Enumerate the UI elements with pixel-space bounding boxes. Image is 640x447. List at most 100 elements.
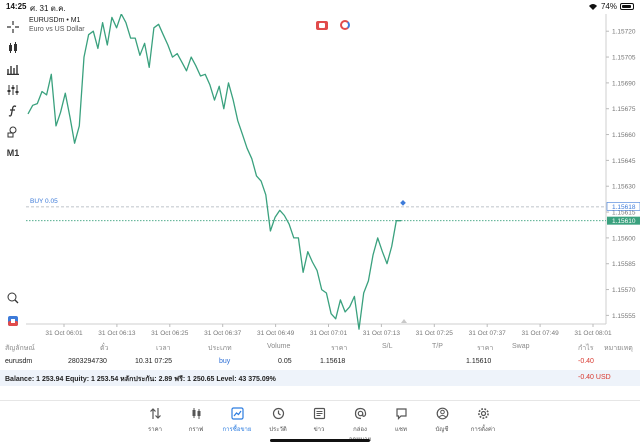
- search-icon[interactable]: [4, 289, 22, 307]
- trade-level-label: BUY 0.05: [30, 198, 58, 205]
- chart-header: EURUSDm • M1 Euro vs US Dollar: [29, 16, 85, 34]
- x-tick-label: 31 Oct 06:13: [98, 330, 136, 337]
- one-click-toggle-button[interactable]: [340, 20, 350, 30]
- y-tick-label: 1.15570: [612, 287, 636, 294]
- y-tick-label: 1.15630: [612, 184, 636, 191]
- quotes-icon: [149, 408, 161, 419]
- current-time-marker: [401, 319, 407, 323]
- news-icon: [313, 407, 325, 420]
- y-tick-label: 1.15705: [612, 55, 636, 62]
- indicators-icon[interactable]: [4, 81, 22, 99]
- y-tick-label: 1.15675: [612, 106, 636, 113]
- header-current-price: ราคา: [477, 345, 494, 352]
- header-tp: T/P: [432, 343, 443, 350]
- tab-settings[interactable]: การตั้งค่า: [465, 407, 501, 434]
- tab-account[interactable]: บัญชี: [424, 407, 460, 434]
- y-tick-label: 1.15720: [612, 29, 636, 36]
- tab-chat[interactable]: แชท: [383, 407, 419, 434]
- x-tick-label: 31 Oct 07:37: [469, 330, 507, 337]
- tab-label: ประวัติ: [269, 427, 287, 433]
- x-tick-label: 31 Oct 06:49: [257, 330, 295, 337]
- x-tick-label: 31 Oct 06:01: [45, 330, 83, 337]
- tab-label: บัญชี: [435, 427, 449, 433]
- y-tick-label: 1.15645: [612, 158, 636, 165]
- trade-icon: [230, 407, 244, 420]
- y-tick-label: 1.15555: [612, 313, 636, 320]
- header-time: เวลา: [156, 345, 171, 352]
- tab-news[interactable]: ข่าว: [301, 407, 337, 434]
- wifi-icon: [588, 3, 597, 10]
- settings-icon: [477, 408, 489, 419]
- status-time: 14:25: [6, 2, 27, 11]
- row-price: 1.15618: [320, 358, 346, 365]
- tab-label: กราฟ: [188, 427, 204, 433]
- header-ticket: ตั๋ว: [100, 345, 109, 352]
- x-tick-label: 31 Oct 07:49: [521, 330, 559, 337]
- chat-icon: [395, 408, 407, 420]
- price-chart[interactable]: 1.15720 1.15705 1.15690 1.15675 1.15660 1.156…: [26, 14, 640, 344]
- bid-price-box: [607, 216, 640, 225]
- row-profit: -0.40: [578, 358, 594, 365]
- bid-price-label: 1.15610: [612, 218, 636, 225]
- row-volume: 0.05: [278, 358, 292, 365]
- status-right: 74%: [588, 2, 634, 11]
- balance-text: Balance: 1 253.94 Equity: 1 253.54 หลักป…: [5, 376, 276, 383]
- row-ticket: 2803294730: [68, 358, 107, 365]
- trade-table: สัญลักษณ์ ตั๋ว เวลา ประเภท Volume ราคา S…: [0, 341, 640, 386]
- total-profit: -0.40 USD: [578, 374, 611, 381]
- tab-label: แชท: [395, 427, 407, 433]
- battery-percent: 74%: [600, 2, 617, 11]
- battery-icon: [620, 3, 634, 10]
- one-click-trading-icon[interactable]: [4, 312, 22, 330]
- ask-price-label: 1.15618: [612, 204, 636, 211]
- price-line: [27, 14, 401, 330]
- shapes-icon[interactable]: [4, 123, 22, 141]
- tab-chart[interactable]: กราฟ: [178, 407, 214, 434]
- tab-trade[interactable]: การซื้อขาย: [219, 407, 255, 434]
- status-date: ศ. 31 ต.ค.: [30, 4, 66, 13]
- trade-panel-button[interactable]: [316, 21, 328, 30]
- crosshair-icon[interactable]: [4, 18, 22, 36]
- function-icon[interactable]: [4, 102, 22, 120]
- header-type: ประเภท: [208, 345, 232, 352]
- table-header: สัญลักษณ์ ตั๋ว เวลา ประเภท Volume ราคา S…: [0, 341, 640, 353]
- home-indicator: [270, 439, 370, 442]
- bars-icon[interactable]: [4, 60, 22, 78]
- tab-label: ข่าว: [313, 427, 325, 433]
- header-profit: กำไร: [578, 345, 594, 352]
- timeframe-button[interactable]: M1: [6, 148, 20, 158]
- tab-label: ราคา: [148, 427, 162, 433]
- tab-quotes[interactable]: ราคา: [137, 407, 173, 434]
- header-sl: S/L: [382, 343, 393, 350]
- tab-label: การซื้อขาย: [222, 427, 252, 433]
- header-comment: หมายเหตุ: [604, 345, 633, 352]
- candles-icon[interactable]: [4, 39, 22, 57]
- header-symbol: สัญลักษณ์: [5, 345, 35, 352]
- row-symbol: eurusdm: [5, 358, 33, 365]
- chart-description: Euro vs US Dollar: [29, 26, 85, 33]
- chart-icon: [192, 408, 200, 419]
- row-current-price: 1.15610: [466, 358, 492, 365]
- y-tick-label: 1.15660: [612, 132, 636, 139]
- tab-history[interactable]: ประวัติ: [260, 407, 296, 434]
- header-price: ราคา: [331, 345, 348, 352]
- row-type: buy: [219, 358, 231, 365]
- y-tick-label: 1.15600: [612, 235, 636, 242]
- x-tick-label: 31 Oct 07:13: [363, 330, 401, 337]
- x-tick-label: 31 Oct 08:01: [574, 330, 612, 337]
- ask-price-box: [606, 202, 640, 211]
- balance-bar: Balance: 1 253.94 Equity: 1 253.54 หลักป…: [0, 370, 640, 386]
- row-time: 10.31 07:25: [135, 358, 172, 365]
- y-tick-label: 1.15615: [612, 210, 636, 217]
- x-tick-label: 31 Oct 06:37: [204, 330, 242, 337]
- history-icon: [272, 407, 284, 420]
- account-icon: [436, 407, 448, 420]
- status-bar: 14:25 ศ. 31 ต.ค. 74%: [0, 0, 640, 14]
- x-tick-label: 31 Oct 06:25: [151, 330, 189, 337]
- chart-area[interactable]: 1.15720 1.15705 1.15690 1.15675 1.15660 1.156…: [26, 14, 640, 344]
- mailbox-icon: [354, 407, 366, 420]
- chart-symbol: EURUSDm • M1: [29, 17, 81, 24]
- table-row[interactable]: eurusdm 2803294730 10.31 07:25 buy 0.05 …: [0, 356, 640, 368]
- trade-marker: [400, 200, 406, 206]
- y-tick-label: 1.15585: [612, 261, 636, 268]
